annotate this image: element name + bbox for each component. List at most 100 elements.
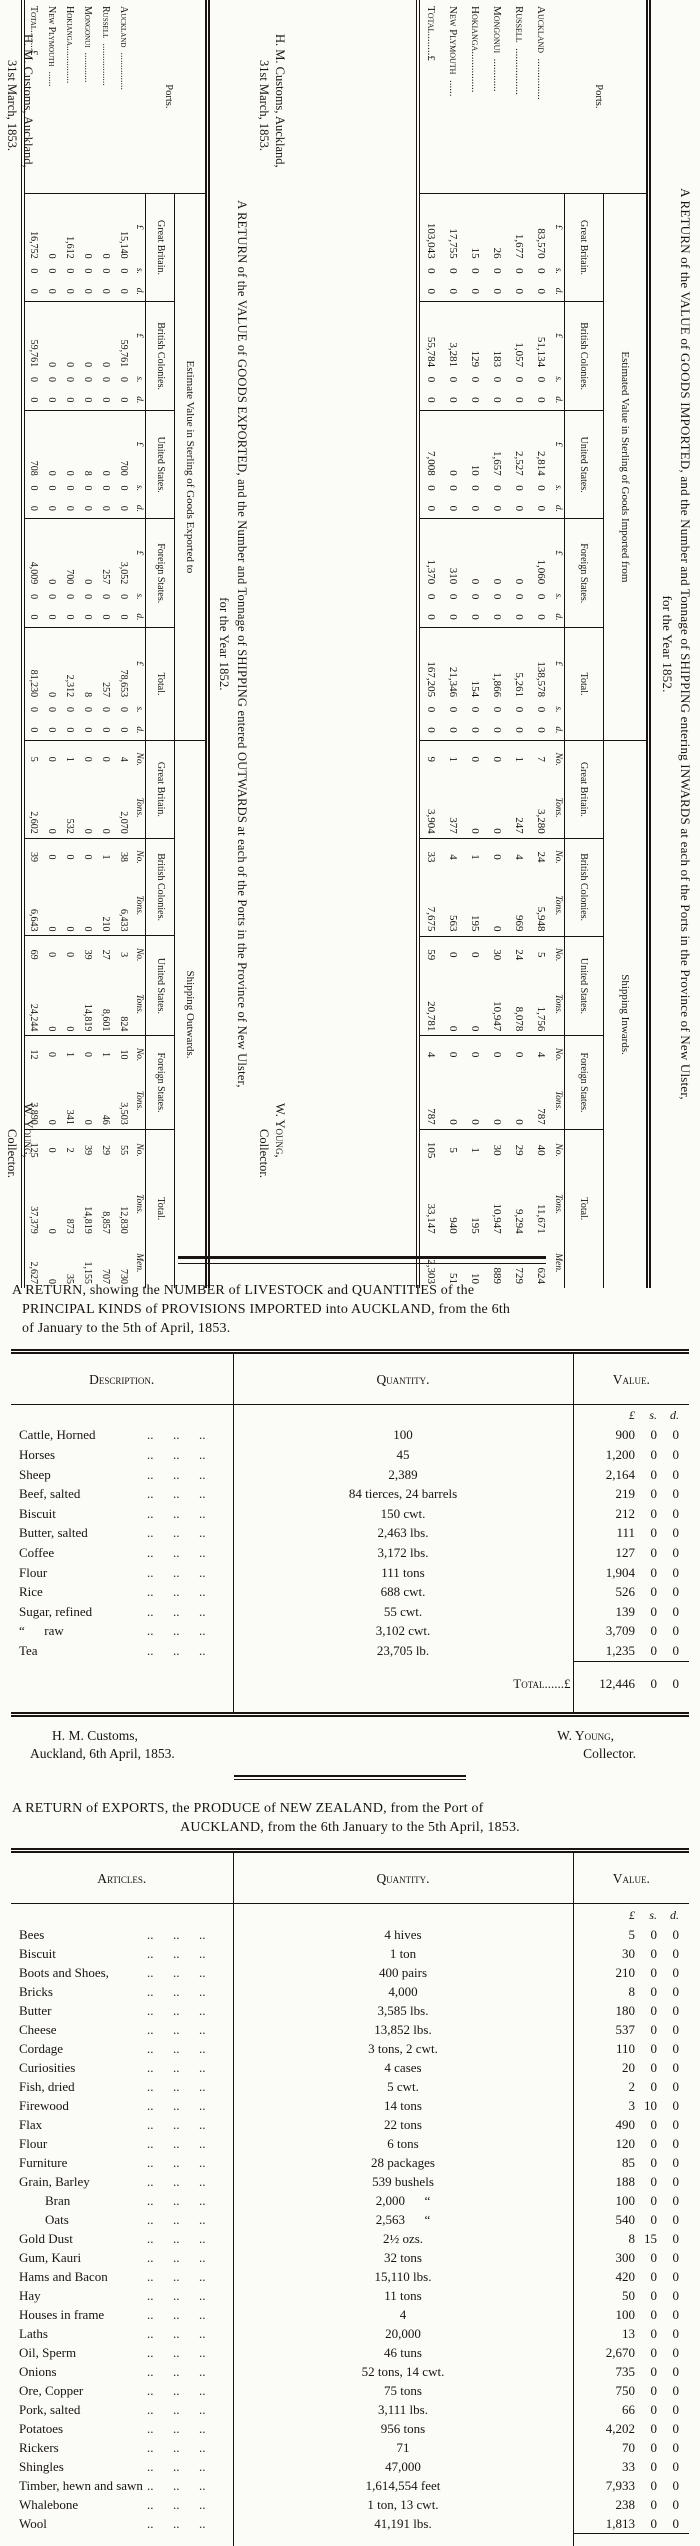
ship-col-united-states: United States. [564, 936, 604, 1036]
article-cell: Timber, hewn and sawn.. .. .. [11, 2476, 234, 2496]
dot-leader: .. .. .. [147, 2306, 206, 2322]
pounds-cell: 0 [441, 410, 464, 478]
ships-number-cell: 0 [79, 838, 97, 876]
item-name: Wool [19, 2515, 47, 2531]
quantity-cell: 14 tons [233, 2096, 574, 2116]
shillings-symbol: s. [649, 1408, 657, 1423]
imports-ports-header: Ports. [551, 0, 649, 194]
pounds-symbol: £ [629, 1907, 635, 1922]
quantity-value: 4 cases [384, 2059, 422, 2075]
quantity-cell: 2,389 [233, 1464, 574, 1485]
dot-leader: .. .. .. [147, 2211, 206, 2227]
pounds-cell: 300 [615, 2249, 636, 2265]
col-united-states: United States. [564, 410, 604, 519]
total-pounds: 22,030 [573, 2533, 637, 2546]
shillings-cell: 0 [82, 706, 94, 712]
dot-leader: .. .. .. [147, 2230, 206, 2246]
description-cell: “ raw .. .. .. [11, 1621, 234, 1642]
article-cell: Boots and Shoes, .. .. .. [11, 1963, 234, 1983]
shillings-cell: 0 [82, 268, 94, 274]
article-cell: Firewood .. .. .. [11, 2096, 234, 2116]
pounds-cell: 139 [615, 1603, 636, 1619]
shillings-cell: 0 [650, 2439, 658, 2455]
tons-cell: 532 [64, 818, 76, 834]
tons-cell: 0 [46, 1228, 58, 1234]
shillings-cell: 0 [650, 1643, 658, 1658]
provision-row: Beef, salted .. .. .. 84 tierces, 24 barr… [11, 1484, 689, 1505]
no-header: No. [133, 838, 146, 876]
tons-cell: 824 [118, 1016, 130, 1032]
pounds-symbol: £ [552, 224, 563, 230]
shillings-cell: 0 [650, 1945, 658, 1961]
tons-cell: 0 [100, 828, 112, 834]
article-cell: Houses in frame .. .. .. [11, 2305, 234, 2325]
pounds-cell: 735 [615, 2363, 636, 2379]
pence-cell: 0 [424, 505, 437, 512]
ships-number-cell: 0 [43, 1035, 61, 1073]
pounds-cell: 20 [622, 2059, 635, 2075]
item-name: Coffee [19, 1545, 55, 1561]
quantity-value: 3 tons, 2 cwt. [368, 2040, 438, 2056]
article-cell: Oats .. .. .. [11, 2210, 234, 2230]
description-cell: Horses .. .. .. [11, 1445, 234, 1465]
pence-cell: 0 [118, 288, 130, 294]
tons-header: Tons. [134, 797, 144, 818]
dot-leader: .. .. .. [147, 1486, 206, 1502]
shillings-symbol: s. [134, 267, 144, 274]
shillings-cell: 0 [650, 1525, 658, 1541]
tons-cell: 247 [512, 817, 525, 834]
empty-cell [11, 1404, 234, 1426]
pounds-cell: 51,134 [529, 301, 552, 370]
shillings-cell: 0 [650, 2154, 658, 2170]
article-cell: Flour .. .. .. [11, 2134, 234, 2154]
dot-leader: .. .. .. [147, 2458, 206, 2474]
quantity-value: 3,111 lbs. [378, 2401, 428, 2417]
item-name: Furniture [19, 2154, 68, 2170]
total-shillings: 5 [637, 2533, 661, 2546]
pence-cell: 0 [64, 397, 76, 403]
pounds-cell: 750 [615, 2382, 636, 2398]
pounds-cell: 33 [622, 2458, 635, 2474]
pounds-symbol: £ [133, 301, 146, 370]
shillings-cell: 0 [650, 2306, 658, 2322]
ships-number-cell: 24 [529, 838, 552, 876]
article-cell: Furniture .. .. .. [11, 2153, 234, 2173]
no-header: No. [551, 1129, 565, 1171]
quantity-value: 20,000 [385, 2325, 421, 2341]
pounds-cell: 5 [628, 1926, 636, 1942]
pounds-cell: 120 [615, 2135, 636, 2151]
pounds-cell: 111 [616, 1525, 635, 1541]
pence-cell: 0 [672, 2496, 680, 2512]
shillings-cell: 0 [424, 268, 437, 274]
tons-cell: 0 [446, 1119, 459, 1125]
tons-cell: 11,671 [534, 1203, 547, 1234]
shillings-cell: 0 [512, 485, 525, 491]
pence-cell: 0 [46, 505, 58, 511]
pence-cell: 0 [672, 2344, 680, 2360]
pence-cell: 0 [672, 2040, 680, 2056]
no-header: No. [133, 1035, 146, 1073]
shillings-cell: 0 [118, 268, 130, 274]
pence-cell: 0 [672, 2192, 680, 2208]
item-name: Bricks [19, 1983, 53, 1999]
port-cell: Russell ................. [97, 0, 115, 194]
imports-1852-title-line1: A RETURN of the VALUE of GOODS IMPORTED,… [678, 188, 693, 1100]
empty-cell [11, 2533, 234, 2546]
port-row: Hokianga............... 15 0 0 129 0 0 1… [463, 0, 486, 1288]
pence-cell: 0 [490, 614, 503, 620]
dot-leader: .. .. .. [147, 2420, 206, 2436]
quantity-value: 3,585 lbs. [377, 2002, 429, 2018]
quantity-value: 46 tuns [384, 2344, 422, 2360]
tons-cell: 0 [64, 1026, 76, 1032]
quantity-cell: 84 tierces, 24 barrels [233, 1484, 574, 1505]
customs-signature: H. M. Customs, Auckland, 31st March, 185… [256, 34, 289, 168]
title-line: A RETURN, showing the NUMBER of LIVESTOC… [12, 1283, 475, 1298]
pounds-cell: 100 [615, 2306, 636, 2322]
ships-number-cell: 39 [79, 1129, 97, 1171]
exports-1852-title-line1: A RETURN of the VALUE of GOODS EXPORTED,… [235, 200, 249, 1088]
article-row: Rickers .. .. .. 71 70 0 0 [11, 2438, 689, 2458]
imports-1852-title: A RETURN of the VALUE of GOODS IMPORTED,… [658, 0, 696, 1288]
total-shillings: 0 [637, 1660, 661, 1715]
pence-cell: 0 [672, 1964, 680, 1980]
quantity-value: 100 [393, 1427, 413, 1443]
